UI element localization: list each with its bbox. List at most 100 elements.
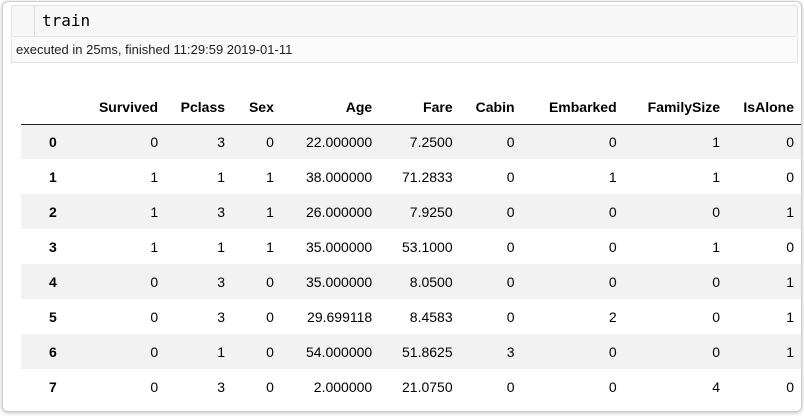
table-cell: 1 (266, 168, 274, 185)
table-cell: 71.2833 (402, 168, 453, 185)
table-cell: 1 (217, 238, 226, 255)
table-cell: 0 (506, 378, 515, 395)
table-cell: 0 (266, 308, 274, 325)
table-cell: 0 (786, 378, 794, 395)
table-cell: 1 (712, 238, 721, 255)
table-cell: 0 (608, 378, 617, 395)
row-index: 2 (49, 203, 57, 220)
table-cell: 8.4583 (409, 308, 453, 325)
table-cell: 0 (786, 133, 794, 150)
index-header (21, 90, 76, 125)
row-index: 0 (49, 133, 57, 150)
input-gutter (12, 6, 35, 36)
table-cell: 0 (608, 273, 617, 290)
column-header: Embarked (521, 90, 624, 125)
table-cell: 1 (712, 133, 721, 150)
table-cell: 0 (506, 308, 515, 325)
table-cell: 0 (608, 238, 617, 255)
column-header: Age (280, 90, 380, 125)
column-header: IsAlone (727, 90, 801, 125)
column-header: Fare (379, 90, 460, 125)
table-cell: 35.000000 (306, 238, 373, 255)
column-header: Sex (232, 90, 281, 125)
table-cell: 1 (150, 203, 159, 220)
table-cell: 0 (608, 203, 617, 220)
table-cell: 3 (217, 133, 226, 150)
column-header: Cabin (459, 90, 522, 125)
table-cell: 3 (217, 378, 226, 395)
table-cell: 1 (266, 203, 274, 220)
table-cell: 35.000000 (306, 273, 373, 290)
table-cell: 1 (217, 343, 226, 360)
table-cell: 8.0500 (409, 273, 453, 290)
table-cell: 0 (506, 238, 515, 255)
table-row: 4 0 3 0 35.000000 8.0500 0 0 0 1 (21, 264, 801, 299)
table-cell: 51.8625 (402, 343, 453, 360)
table-cell: 0 (608, 133, 617, 150)
table-cell: 1 (608, 168, 617, 185)
table-cell: 22.000000 (306, 133, 373, 150)
row-index: 3 (49, 238, 57, 255)
table-cell: 0 (150, 133, 159, 150)
table-cell: 0 (266, 378, 274, 395)
table-cell: 53.1000 (402, 238, 453, 255)
table-cell: 0 (266, 133, 274, 150)
table-cell: 0 (506, 133, 515, 150)
table-cell: 7.2500 (409, 133, 453, 150)
table-cell: 29.699118 (307, 308, 373, 325)
table-cell: 4 (712, 378, 721, 395)
table-cell: 0 (712, 308, 721, 325)
execution-time-text: executed in 25ms, finished 11:29:59 2019… (16, 42, 293, 57)
code-line[interactable]: train (42, 11, 91, 30)
header-row: Survived Pclass Sex Age Fare Cabin Embar… (21, 90, 801, 125)
table-cell: 3 (506, 343, 515, 360)
table-row: 1 1 1 1 38.000000 71.2833 0 1 1 0 (21, 159, 801, 194)
table-row: 5 0 3 0 29.699118 8.4583 0 2 0 1 (21, 299, 801, 334)
table-row: 7 0 3 0 2.000000 21.0750 0 0 4 0 (21, 369, 801, 404)
column-header: Survived (75, 90, 166, 125)
table-cell: 1 (150, 168, 159, 185)
table-row: 2 1 3 1 26.000000 7.9250 0 0 0 1 (21, 194, 801, 229)
table-cell: 1 (786, 308, 794, 325)
table-cell: 0 (506, 203, 515, 220)
table-cell: 7.9250 (409, 203, 453, 220)
row-index: 1 (49, 168, 57, 185)
table-cell: 0 (786, 168, 794, 185)
table-cell: 0 (712, 343, 721, 360)
table-row: 0 0 3 0 22.000000 7.2500 0 0 1 0 (21, 124, 801, 159)
column-header: FamilySize (623, 90, 728, 125)
table-cell: 26.000000 (306, 203, 373, 220)
table-cell: 3 (217, 308, 226, 325)
table-cell: 1 (786, 273, 794, 290)
table-cell: 0 (712, 273, 721, 290)
table-cell: 1 (786, 203, 794, 220)
table-cell: 1 (150, 238, 159, 255)
table-cell: 0 (786, 238, 794, 255)
execution-time-bar: executed in 25ms, finished 11:29:59 2019… (11, 38, 798, 63)
row-index: 7 (49, 378, 57, 395)
table-cell: 0 (150, 308, 159, 325)
table-cell: 2 (608, 308, 617, 325)
table-cell: 1 (217, 168, 226, 185)
table-cell: 38.000000 (306, 168, 373, 185)
table-cell: 0 (150, 343, 159, 360)
table-cell: 54.000000 (306, 343, 373, 360)
table-cell: 0 (712, 203, 721, 220)
table-cell: 21.0750 (402, 378, 453, 395)
table-row: 6 0 1 0 54.000000 51.8625 3 0 0 1 (21, 334, 801, 369)
row-index: 4 (49, 273, 57, 290)
table-cell: 0 (506, 168, 515, 185)
table-cell: 0 (150, 378, 159, 395)
dataframe-table: Survived Pclass Sex Age Fare Cabin Embar… (21, 90, 801, 404)
table-cell: 0 (608, 343, 617, 360)
table-cell: 0 (150, 273, 159, 290)
table-cell: 0 (266, 343, 274, 360)
code-input-area[interactable]: train (11, 5, 798, 37)
table-cell: 3 (217, 203, 226, 220)
table-row: 3 1 1 1 35.000000 53.1000 0 0 1 0 (21, 229, 801, 264)
table-cell: 2.000000 (313, 378, 373, 395)
table-cell: 0 (506, 273, 515, 290)
table-cell: 0 (266, 273, 274, 290)
table-cell: 1 (786, 343, 794, 360)
